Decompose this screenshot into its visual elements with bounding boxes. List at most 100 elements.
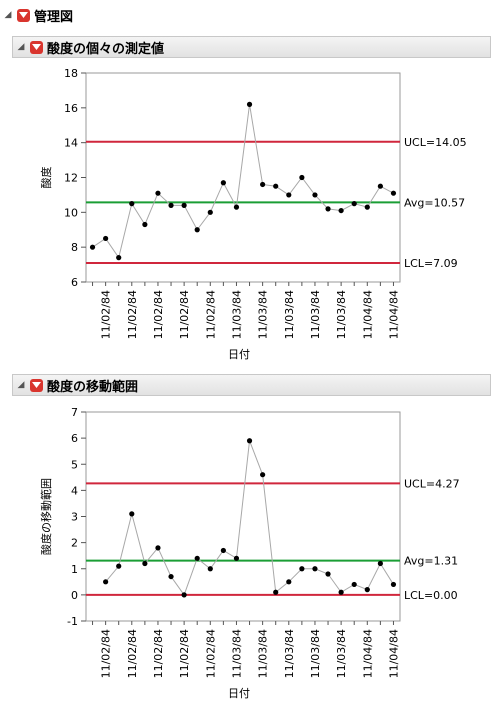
x-tick-label: 11/04/84	[361, 290, 374, 339]
data-point	[390, 581, 397, 588]
y-tick-label: 3	[71, 511, 78, 524]
y-tick-label: 16	[64, 102, 78, 115]
lcl-label: LCL=0.00	[404, 589, 458, 602]
y-tick-label: 1	[71, 563, 78, 576]
x-tick-label: 11/02/84	[152, 629, 165, 678]
x-tick-label: 11/02/84	[178, 629, 191, 678]
data-point	[233, 204, 240, 210]
x-tick-label: 11/03/84	[283, 629, 296, 678]
x-tick-label: 11/03/84	[230, 290, 243, 339]
data-point	[312, 192, 318, 198]
y-tick-label: 14	[64, 137, 78, 150]
x-tick-label: 11/02/84	[204, 629, 217, 678]
x-tick-label: 11/02/84	[100, 629, 113, 678]
ucl-label: UCL=14.05	[404, 136, 467, 149]
x-tick-label: 11/03/84	[257, 290, 270, 339]
report-title: 管理図	[34, 9, 74, 25]
x-tick-label: 11/02/84	[178, 290, 191, 339]
data-point	[364, 587, 370, 593]
disclosure-triangle-icon[interactable]: ◢	[17, 380, 25, 390]
data-point	[325, 571, 331, 577]
data-point	[338, 589, 344, 595]
x-tick-label: 11/02/84	[204, 290, 217, 339]
data-point	[260, 472, 266, 478]
data-point	[116, 255, 122, 261]
section-header-moving-range: ◢ 酸度の移動範囲	[12, 374, 491, 396]
y-tick-label: 8	[71, 241, 78, 254]
y-axis-title: 酸度	[39, 167, 53, 189]
data-point	[312, 566, 318, 572]
section-header-individuals: ◢ 酸度の個々の測定値	[12, 36, 491, 58]
y-tick-label: 18	[64, 67, 78, 80]
y-tick-label: 7	[71, 406, 78, 419]
data-point	[103, 579, 109, 585]
y-tick-label: 10	[64, 206, 78, 219]
data-point	[377, 183, 383, 189]
x-axis-title: 日付	[228, 348, 250, 361]
data-point	[273, 183, 279, 189]
data-point	[181, 592, 187, 598]
data-point	[338, 207, 344, 214]
data-point	[181, 202, 187, 208]
data-point	[286, 579, 292, 585]
y-tick-label: 2	[71, 537, 78, 550]
data-point	[155, 545, 161, 551]
data-point	[377, 560, 383, 567]
y-tick-label: 0	[71, 589, 78, 602]
data-point	[325, 206, 331, 212]
y-tick-label: 12	[64, 172, 78, 185]
data-point	[351, 581, 357, 588]
data-point	[246, 101, 253, 107]
section-title: 酸度の個々の測定値	[47, 41, 165, 57]
data-point	[220, 547, 226, 554]
x-tick-label: 11/02/84	[126, 629, 139, 678]
red-triangle-menu-icon[interactable]	[30, 40, 43, 54]
red-triangle-menu-icon[interactable]	[30, 378, 43, 392]
data-point	[155, 190, 161, 196]
data-point	[286, 192, 292, 198]
data-point	[194, 555, 200, 561]
ucl-label: UCL=4.27	[404, 477, 460, 490]
data-point	[129, 201, 135, 207]
y-tick-label: 6	[71, 432, 78, 445]
data-point	[364, 204, 370, 210]
y-axis-title: 酸度の移動範囲	[39, 478, 53, 555]
disclosure-triangle-icon[interactable]: ◢	[4, 10, 12, 20]
x-tick-label: 11/04/84	[361, 629, 374, 678]
avg-label: Avg=10.57	[404, 196, 465, 209]
x-tick-label: 11/03/84	[309, 290, 322, 339]
x-tick-label: 11/03/84	[309, 629, 322, 678]
lcl-label: LCL=7.09	[404, 257, 458, 270]
disclosure-triangle-icon[interactable]: ◢	[17, 42, 25, 52]
avg-label: Avg=1.31	[404, 555, 458, 568]
data-point	[351, 201, 357, 207]
chart-1: 6 8 10 12 14 16 18 11/02/84 11/02/84 11/02/84 11/0…	[39, 67, 467, 361]
chart-2: -1 0 1 2 3 4 5 6 7 11/02/84 11/02/84 11/02/84 11/02/…	[39, 406, 460, 700]
x-tick-label: 11/04/84	[387, 629, 400, 678]
data-point	[103, 235, 109, 242]
x-tick-label: 11/03/84	[335, 290, 348, 339]
data-point	[207, 566, 213, 572]
data-point	[89, 244, 96, 250]
x-tick-label: 11/02/84	[100, 290, 113, 339]
red-triangle-menu-icon[interactable]	[17, 8, 30, 22]
data-point	[129, 511, 135, 517]
x-tick-label: 11/03/84	[335, 629, 348, 678]
x-tick-label: 11/03/84	[230, 629, 243, 678]
data-point	[194, 227, 200, 233]
data-point	[168, 202, 174, 208]
data-point	[246, 438, 253, 444]
data-point	[299, 174, 305, 181]
data-point	[116, 563, 122, 569]
data-point	[220, 180, 226, 186]
x-tick-label: 11/02/84	[152, 290, 165, 339]
y-tick-label: 6	[71, 276, 78, 289]
data-point	[273, 589, 279, 595]
data-point	[390, 190, 397, 196]
plot-frame	[85, 411, 401, 622]
y-tick-label: 5	[71, 458, 78, 471]
x-tick-label: 11/03/84	[257, 629, 270, 678]
y-tick-label: 4	[71, 484, 78, 497]
x-tick-label: 11/04/84	[387, 290, 400, 339]
